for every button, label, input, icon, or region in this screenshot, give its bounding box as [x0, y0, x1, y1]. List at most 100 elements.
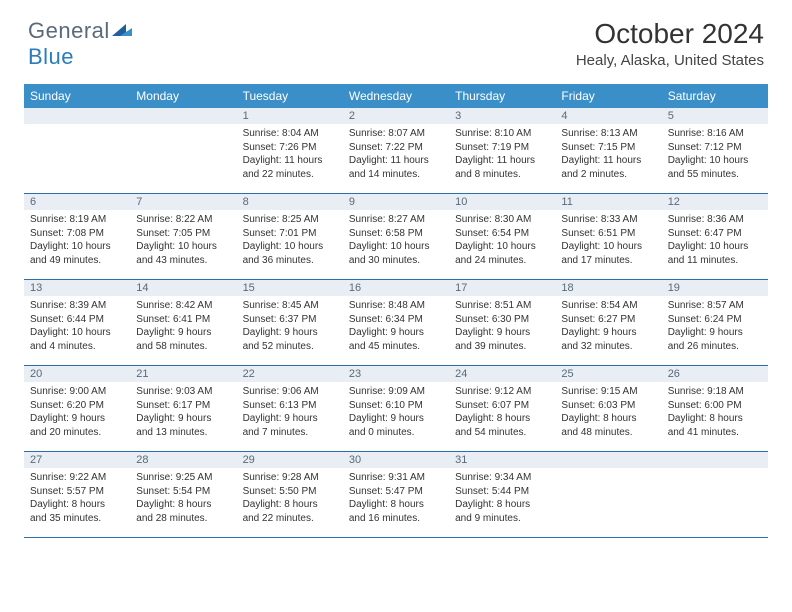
daylight-text: Daylight: 11 hours and 22 minutes.: [243, 154, 337, 181]
day-details: Sunrise: 8:36 AMSunset: 6:47 PMDaylight:…: [662, 210, 768, 271]
sunrise-text: Sunrise: 9:12 AM: [455, 385, 549, 399]
sunset-text: Sunset: 6:41 PM: [136, 313, 230, 327]
day-number: 26: [662, 366, 768, 382]
calendar-cell: 3Sunrise: 8:10 AMSunset: 7:19 PMDaylight…: [449, 108, 555, 194]
calendar-cell: [555, 452, 661, 538]
daylight-text: Daylight: 9 hours and 7 minutes.: [243, 412, 337, 439]
daylight-text: Daylight: 10 hours and 55 minutes.: [668, 154, 762, 181]
daylight-text: Daylight: 10 hours and 43 minutes.: [136, 240, 230, 267]
day-details: Sunrise: 8:54 AMSunset: 6:27 PMDaylight:…: [555, 296, 661, 357]
day-details: Sunrise: 8:48 AMSunset: 6:34 PMDaylight:…: [343, 296, 449, 357]
day-number: [662, 452, 768, 468]
day-details: Sunrise: 9:18 AMSunset: 6:00 PMDaylight:…: [662, 382, 768, 443]
calendar-cell: 22Sunrise: 9:06 AMSunset: 6:13 PMDayligh…: [237, 366, 343, 452]
day-number: 13: [24, 280, 130, 296]
calendar-cell: 9Sunrise: 8:27 AMSunset: 6:58 PMDaylight…: [343, 194, 449, 280]
sunset-text: Sunset: 6:54 PM: [455, 227, 549, 241]
day-number: 19: [662, 280, 768, 296]
day-details: Sunrise: 8:33 AMSunset: 6:51 PMDaylight:…: [555, 210, 661, 271]
sunrise-text: Sunrise: 9:00 AM: [30, 385, 124, 399]
weekday-header: Sunday: [24, 84, 130, 108]
day-details: [130, 124, 236, 131]
weekday-header: Friday: [555, 84, 661, 108]
calendar-cell: 6 Sunrise: 8:19 AMSunset: 7:08 PMDaylight…: [24, 194, 130, 280]
sunrise-text: Sunrise: 8:19 AM: [30, 213, 124, 227]
sunset-text: Sunset: 6:34 PM: [349, 313, 443, 327]
day-number: 6: [24, 194, 130, 210]
sunrise-text: Sunrise: 9:31 AM: [349, 471, 443, 485]
calendar-cell: 23 Sunrise: 9:09 AMSunset: 6:10 PMDayligh…: [343, 366, 449, 452]
day-number: 14: [130, 280, 236, 296]
daylight-text: Daylight: 9 hours and 39 minutes.: [455, 326, 549, 353]
daylight-text: Daylight: 8 hours and 48 minutes.: [561, 412, 655, 439]
day-number: 16: [343, 280, 449, 296]
sunset-text: Sunset: 6:24 PM: [668, 313, 762, 327]
daylight-text: Daylight: 11 hours and 8 minutes.: [455, 154, 549, 181]
day-details: Sunrise: 8:16 AMSunset: 7:12 PMDaylight:…: [662, 124, 768, 185]
day-details: Sunrise: 8:42 AMSunset: 6:41 PMDaylight:…: [130, 296, 236, 357]
sunrise-text: Sunrise: 9:34 AM: [455, 471, 549, 485]
day-number: 22: [237, 366, 343, 382]
calendar-cell: 20Sunrise: 9:00 AMSunset: 6:20 PMDayligh…: [24, 366, 130, 452]
sunrise-text: Sunrise: 9:22 AM: [30, 471, 124, 485]
calendar-cell: 1Sunrise: 8:04 AMSunset: 7:26 PMDaylight…: [237, 108, 343, 194]
calendar-row: 6Sunrise: 8:19 AMSunset: 7:08 PMDaylight…: [24, 194, 768, 280]
sunset-text: Sunset: 6:03 PM: [561, 399, 655, 413]
sunrise-text: Sunrise: 9:28 AM: [243, 471, 337, 485]
sunrise-text: Sunrise: 8:22 AM: [136, 213, 230, 227]
daylight-text: Daylight: 9 hours and 0 minutes.: [349, 412, 443, 439]
day-details: Sunrise: 9:28 AMSunset: 5:50 PMDaylight:…: [237, 468, 343, 529]
day-number: 2: [343, 108, 449, 124]
calendar-cell: 2Sunrise: 8:07 AMSunset: 7:22 PMDaylight…: [343, 108, 449, 194]
calendar-row: 27Sunrise: 9:22 AMSunset: 5:57 PMDayligh…: [24, 452, 768, 538]
daylight-text: Daylight: 9 hours and 32 minutes.: [561, 326, 655, 353]
daylight-text: Daylight: 8 hours and 28 minutes.: [136, 498, 230, 525]
sunrise-text: Sunrise: 9:15 AM: [561, 385, 655, 399]
day-number: 21: [130, 366, 236, 382]
day-details: Sunrise: 9:03 AMSunset: 6:17 PMDaylight:…: [130, 382, 236, 443]
day-details: [555, 468, 661, 475]
day-details: Sunrise: 9:00 AMSunset: 6:20 PMDaylight:…: [24, 382, 130, 443]
sunset-text: Sunset: 6:17 PM: [136, 399, 230, 413]
daylight-text: Daylight: 10 hours and 49 minutes.: [30, 240, 124, 267]
day-details: [662, 468, 768, 475]
day-number: 29: [237, 452, 343, 468]
sunset-text: Sunset: 7:08 PM: [30, 227, 124, 241]
daylight-text: Daylight: 9 hours and 52 minutes.: [243, 326, 337, 353]
sunset-text: Sunset: 5:54 PM: [136, 485, 230, 499]
day-number: 23: [343, 366, 449, 382]
calendar-row: 20Sunrise: 9:00 AMSunset: 6:20 PMDayligh…: [24, 366, 768, 452]
sunrise-text: Sunrise: 9:03 AM: [136, 385, 230, 399]
sunset-text: Sunset: 6:10 PM: [349, 399, 443, 413]
sunset-text: Sunset: 7:22 PM: [349, 141, 443, 155]
daylight-text: Daylight: 9 hours and 58 minutes.: [136, 326, 230, 353]
day-number: 17: [449, 280, 555, 296]
month-title: October 2024: [576, 18, 764, 50]
day-details: Sunrise: 8:13 AMSunset: 7:15 PMDaylight:…: [555, 124, 661, 185]
daylight-text: Daylight: 10 hours and 4 minutes.: [30, 326, 124, 353]
day-details: Sunrise: 9:25 AMSunset: 5:54 PMDaylight:…: [130, 468, 236, 529]
sunrise-text: Sunrise: 8:04 AM: [243, 127, 337, 141]
day-number: 1: [237, 108, 343, 124]
calendar-cell: 25Sunrise: 9:15 AMSunset: 6:03 PMDayligh…: [555, 366, 661, 452]
day-number: [555, 452, 661, 468]
daylight-text: Daylight: 10 hours and 11 minutes.: [668, 240, 762, 267]
weekday-header: Wednesday: [343, 84, 449, 108]
calendar-body: 1Sunrise: 8:04 AMSunset: 7:26 PMDaylight…: [24, 108, 768, 538]
calendar-cell: 15Sunrise: 8:45 AMSunset: 6:37 PMDayligh…: [237, 280, 343, 366]
sunrise-text: Sunrise: 9:09 AM: [349, 385, 443, 399]
calendar-cell: 7Sunrise: 8:22 AMSunset: 7:05 PMDaylight…: [130, 194, 236, 280]
sunset-text: Sunset: 5:44 PM: [455, 485, 549, 499]
logo-word-2: Blue: [28, 44, 74, 69]
sunrise-text: Sunrise: 9:25 AM: [136, 471, 230, 485]
sunrise-text: Sunrise: 8:57 AM: [668, 299, 762, 313]
day-details: Sunrise: 8:27 AMSunset: 6:58 PMDaylight:…: [343, 210, 449, 271]
day-details: Sunrise: 8:57 AMSunset: 6:24 PMDaylight:…: [662, 296, 768, 357]
weekday-header-row: SundayMondayTuesdayWednesdayThursdayFrid…: [24, 84, 768, 108]
logo: General Blue: [28, 18, 132, 70]
calendar-row: 1Sunrise: 8:04 AMSunset: 7:26 PMDaylight…: [24, 108, 768, 194]
sunrise-text: Sunrise: 8:42 AM: [136, 299, 230, 313]
weekday-header: Thursday: [449, 84, 555, 108]
sunset-text: Sunset: 5:57 PM: [30, 485, 124, 499]
location: Healy, Alaska, United States: [576, 52, 764, 69]
